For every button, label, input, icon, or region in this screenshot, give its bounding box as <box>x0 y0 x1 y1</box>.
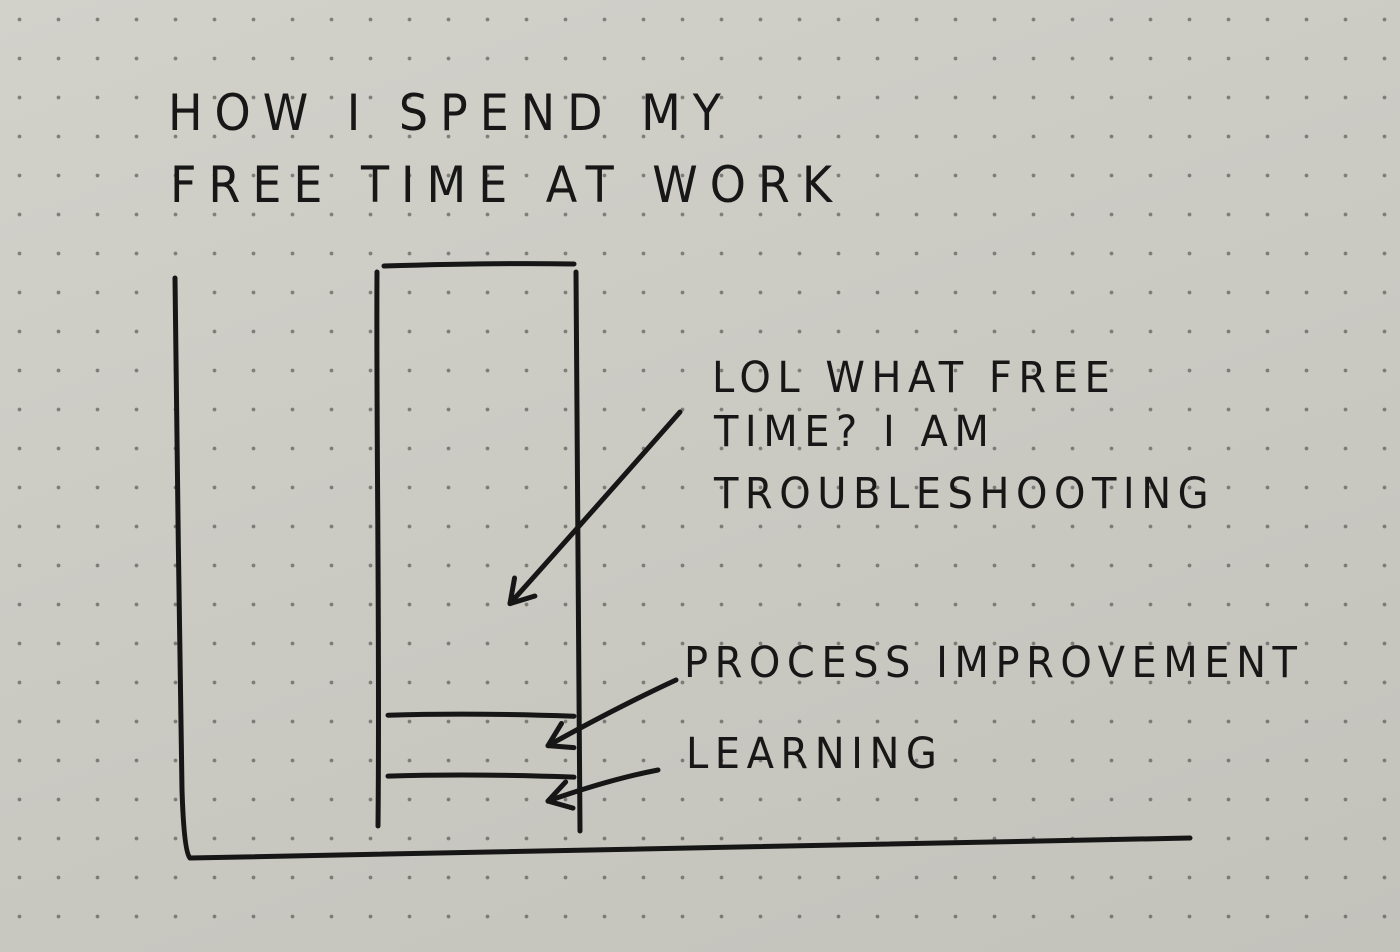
y-axis <box>172 275 193 861</box>
bar-left-side <box>374 269 382 829</box>
segment-boundary-process-improvement <box>385 711 577 719</box>
troubleshooting-label-line-1: LOL WHAT FREE <box>712 353 1117 403</box>
process-improvement-arrow-shaft <box>545 677 679 749</box>
chart-title-line-2: FREE TIME AT WORK <box>170 156 844 214</box>
process-improvement-arrow-head <box>545 720 577 751</box>
learning-label: LEARNING <box>686 729 944 779</box>
process-improvement-label: PROCESS IMPROVEMENT <box>684 638 1304 688</box>
troubleshooting-arrow-shaft <box>507 409 683 607</box>
bar-top-edge <box>381 261 577 269</box>
troubleshooting-label-line-2: TIME? I AM <box>714 407 996 457</box>
learning-arrow-shaft <box>545 767 661 804</box>
segment-boundary-learning <box>385 772 577 780</box>
learning-arrow-head <box>545 779 576 811</box>
bar-right-side <box>573 269 583 834</box>
chart-title-line-1: HOW I SPEND MY <box>168 84 733 142</box>
x-axis <box>187 835 1193 861</box>
troubleshooting-label-line-3: TROUBLESHOOTING <box>714 469 1216 519</box>
troubleshooting-arrow-head <box>507 575 538 607</box>
